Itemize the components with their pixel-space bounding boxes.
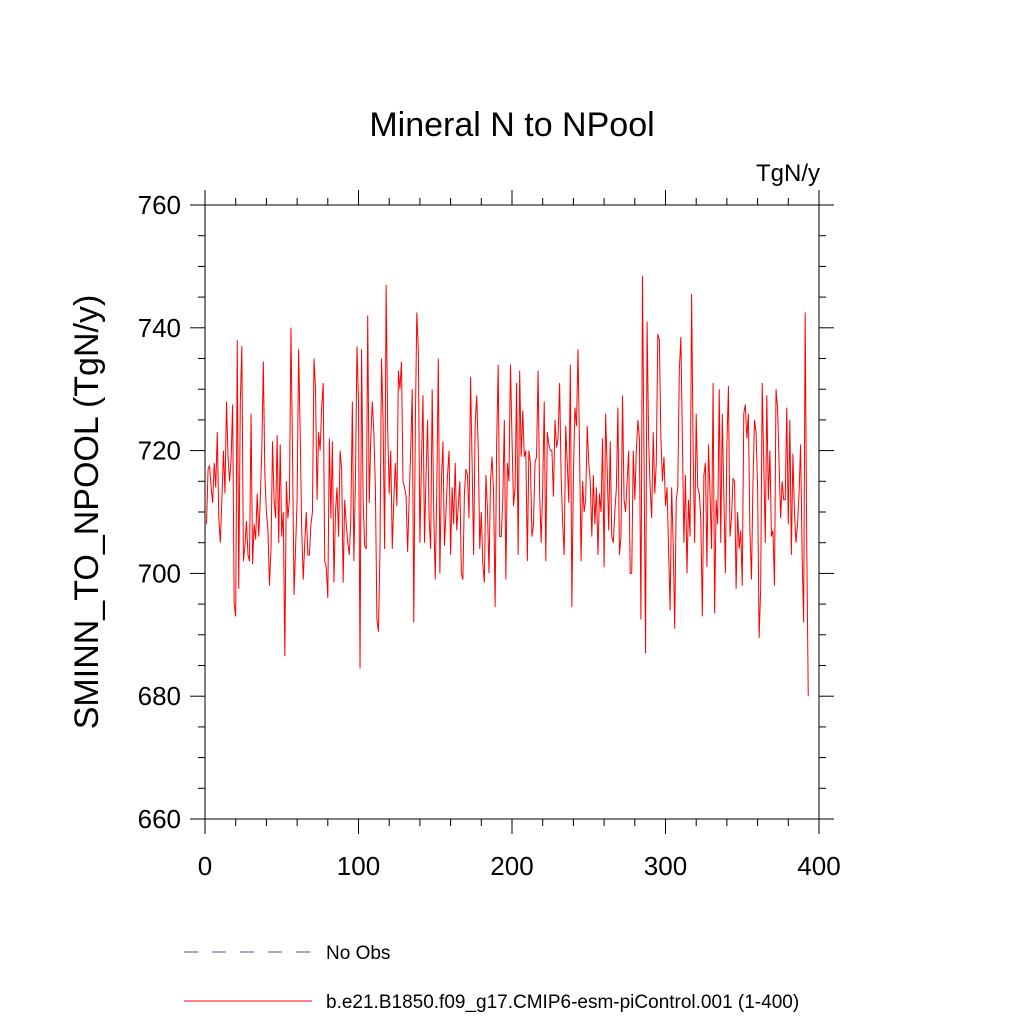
legend-label-no-obs: No Obs [326, 943, 390, 964]
chart-title: Mineral N to NPool [369, 106, 654, 144]
y-tick-label-700: 700 [138, 558, 181, 588]
x-tick-label-100: 100 [337, 851, 380, 881]
x-tick-label-200: 200 [490, 851, 533, 881]
y-tick-label-720: 720 [138, 436, 181, 466]
y-tick-label-660: 660 [138, 804, 181, 834]
axis-group: 0 100 200 300 400 660 680 700 720 740 760 [138, 190, 841, 881]
units-label: TgN/y [756, 160, 820, 187]
legend: No Obs b.e21.B1850.f09_g17.CMIP6-esm-piC… [184, 943, 799, 1013]
x-tick-label-0: 0 [198, 851, 212, 881]
x-tick-label-400: 400 [797, 851, 840, 881]
legend-label-model-run: b.e21.B1850.f09_g17.CMIP6-esm-piControl.… [326, 992, 799, 1013]
y-tick-label-680: 680 [138, 681, 181, 711]
series-line-0 [206, 275, 809, 697]
x-tick-label-300: 300 [644, 851, 687, 881]
y-tick-label-760: 760 [138, 190, 181, 220]
series-group [206, 275, 809, 697]
y-axis-label: SMINN_TO_NPOOL (TgN/y) [68, 295, 106, 730]
y-tick-label-740: 740 [138, 313, 181, 343]
